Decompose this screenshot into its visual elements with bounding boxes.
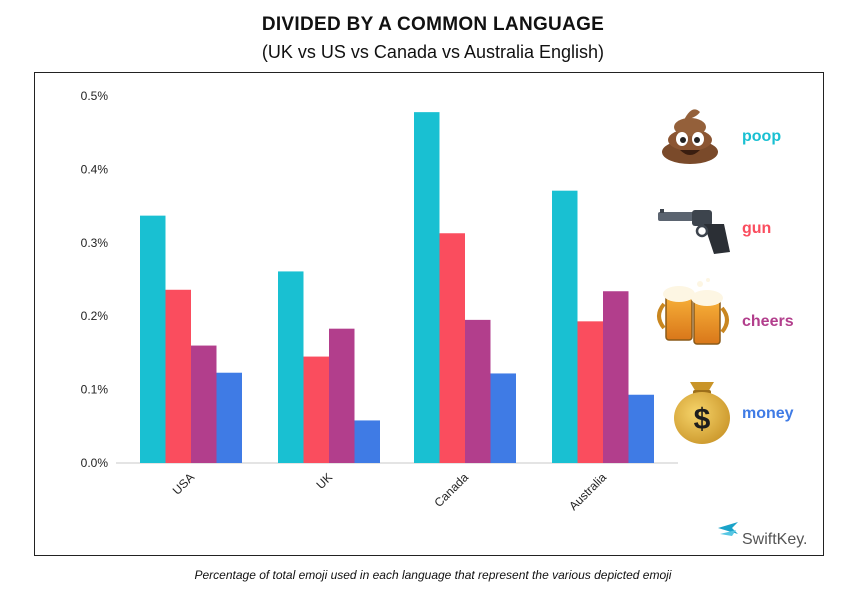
bar-usa-money [216, 372, 242, 463]
chart-subtitle: (UK vs US vs Canada vs Australia English… [261, 42, 605, 62]
legend-item-poop: poop [662, 109, 781, 164]
bar-canada-gun [439, 233, 465, 463]
bar-uk-gun [303, 356, 329, 463]
pile-of-poo-emoji-icon [662, 109, 718, 164]
bar-australia-gun [577, 321, 603, 463]
y-tick-label: 0.1% [81, 383, 109, 397]
chart-caption: Percentage of total emoji used in each l… [194, 568, 672, 582]
x-tick-label-canada: Canada [431, 470, 471, 510]
legend-item-money: $ money [674, 382, 794, 444]
chart-frame [34, 72, 824, 556]
swiftkey-logo: SwiftKey. [718, 522, 808, 548]
legend-item-gun: gun [658, 209, 771, 254]
beer-mugs-emoji-icon [657, 278, 729, 345]
legend: poop gun cheers [657, 109, 794, 444]
legend-label-gun: gun [742, 220, 771, 237]
x-tick-label-usa: USA [170, 470, 197, 497]
bar-usa-gun [165, 289, 191, 463]
x-tick-label-australia: Australia [566, 470, 609, 513]
y-tick-label: 0.3% [81, 236, 109, 250]
y-tick-label: 0.2% [81, 309, 109, 323]
legend-label-cheers: cheers [742, 313, 794, 330]
x-tick-label-uk: UK [313, 470, 335, 492]
bar-uk-poop [278, 271, 304, 463]
y-tick-label: 0.0% [81, 456, 109, 470]
bar-australia-money [628, 394, 654, 463]
legend-item-cheers: cheers [657, 278, 794, 345]
legend-label-poop: poop [742, 128, 781, 145]
legend-label-money: money [742, 405, 794, 422]
bar-canada-cheers [465, 319, 491, 463]
swiftkey-logo-text: SwiftKey. [742, 531, 808, 548]
bar-uk-cheers [329, 328, 355, 463]
y-tick-label: 0.4% [81, 162, 109, 176]
bar-australia-cheers [603, 291, 629, 463]
bar-usa-cheers [191, 345, 217, 463]
bar-canada-poop [414, 112, 440, 463]
money-bag-emoji-icon: $ [674, 382, 730, 444]
chart-title: DIVIDED BY A COMMON LANGUAGE [261, 14, 605, 35]
svg-text:$: $ [694, 403, 711, 436]
swiftkey-logo-icon [718, 522, 738, 536]
y-tick-label: 0.5% [81, 89, 109, 103]
bar-usa-poop [140, 215, 166, 463]
bar-uk-money [354, 420, 380, 463]
bar-australia-poop [552, 190, 578, 463]
bar-canada-money [490, 373, 516, 463]
pistol-emoji-icon [658, 209, 730, 254]
